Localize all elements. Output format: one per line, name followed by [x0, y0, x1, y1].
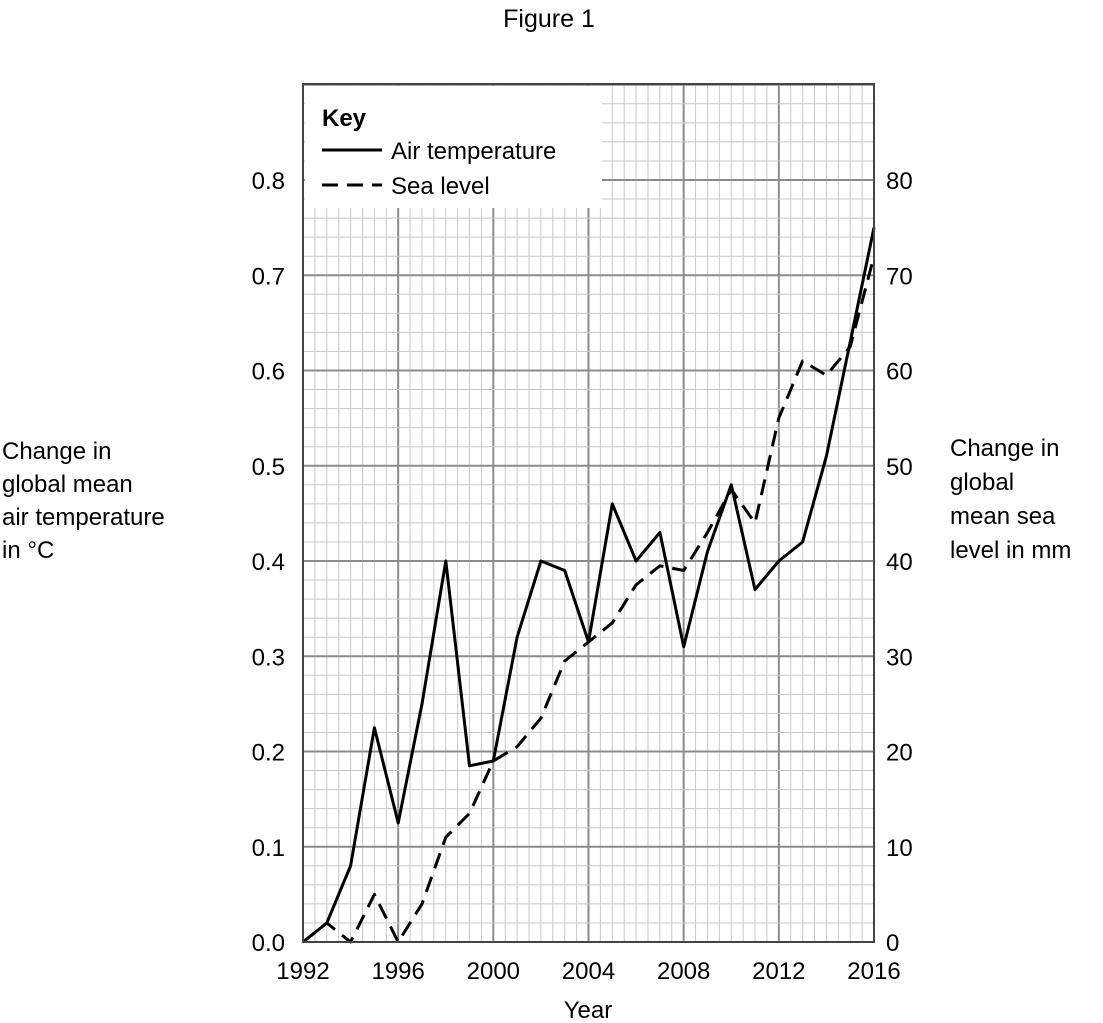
legend-label-air-temperature: Air temperature — [391, 138, 556, 165]
y-right-label-line: Change in — [950, 435, 1059, 462]
y-left-label-line: global mean — [2, 471, 133, 498]
legend: Key Air temperature Sea level — [305, 86, 602, 208]
y-left-tick-label: 0.1 — [252, 835, 285, 862]
y-right-tick-label: 80 — [886, 168, 913, 195]
y-left-tick-label: 0.2 — [252, 740, 285, 767]
y-left-label-line: Change in — [2, 438, 111, 465]
y-axis-right-ticks: 0 10 20 30 40 50 60 70 80 — [886, 168, 913, 957]
series-layer — [302, 227, 876, 944]
series-line-sea-level — [302, 255, 876, 944]
x-axis-label: Year — [564, 997, 613, 1023]
y-right-label-line: mean sea — [950, 503, 1056, 530]
y-left-label-line: air temperature — [2, 504, 165, 531]
y-left-tick-label: 0.7 — [252, 263, 285, 290]
y-right-tick-label: 30 — [886, 644, 913, 671]
y-right-label-line: level in mm — [950, 537, 1071, 564]
x-axis-ticks: 1992 1996 2000 2004 2008 2012 2016 — [276, 958, 900, 985]
y-axis-right-label: Change in global mean sea level in mm — [950, 435, 1071, 564]
x-tick-label: 2008 — [657, 958, 710, 985]
x-tick-label: 2012 — [752, 958, 805, 985]
y-right-tick-label: 40 — [886, 549, 913, 576]
legend-background — [305, 86, 602, 208]
y-right-label-line: global — [950, 469, 1014, 496]
grid — [302, 83, 875, 943]
y-left-tick-label: 0.3 — [252, 644, 285, 671]
y-axis-left-label: Change in global mean air temperature in °C — [2, 438, 165, 564]
plot-frame — [302, 83, 875, 943]
y-axis-left-ticks: 0.0 0.1 0.2 0.3 0.4 0.5 0.6 0.7 0.8 — [252, 168, 285, 957]
y-right-tick-label: 60 — [886, 359, 913, 386]
x-tick-label: 1996 — [371, 958, 424, 985]
y-right-tick-label: 20 — [886, 740, 913, 767]
x-tick-label: 2000 — [467, 958, 520, 985]
y-right-tick-label: 10 — [886, 835, 913, 862]
y-left-label-line: in °C — [2, 537, 54, 564]
legend-label-sea-level: Sea level — [391, 173, 490, 200]
y-left-tick-label: 0.8 — [252, 168, 285, 195]
y-left-tick-label: 0.0 — [252, 930, 285, 957]
y-left-tick-label: 0.5 — [252, 454, 285, 481]
legend-title: Key — [322, 105, 367, 132]
x-tick-label: 2016 — [847, 958, 900, 985]
y-right-tick-label: 50 — [886, 454, 913, 481]
y-left-tick-label: 0.4 — [252, 549, 285, 576]
x-tick-label: 2004 — [562, 958, 615, 985]
y-right-tick-label: 70 — [886, 263, 913, 290]
x-tick-label: 1992 — [276, 958, 329, 985]
y-left-tick-label: 0.6 — [252, 359, 285, 386]
figure-title: Figure 1 — [503, 5, 595, 33]
y-right-tick-label: 0 — [886, 930, 899, 957]
